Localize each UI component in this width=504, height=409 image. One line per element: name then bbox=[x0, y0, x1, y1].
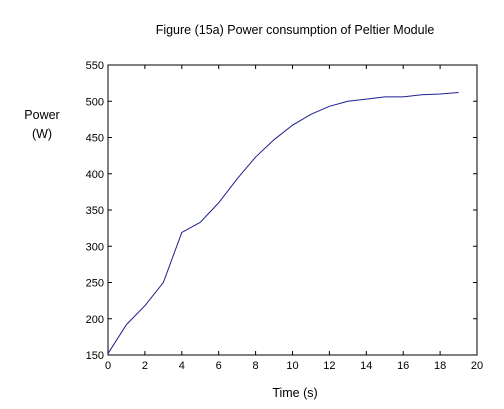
y-tick-label: 350 bbox=[86, 205, 104, 217]
y-tick-label: 450 bbox=[86, 133, 104, 145]
x-tick-label: 8 bbox=[253, 360, 259, 372]
x-tick-label: 6 bbox=[216, 360, 222, 372]
y-tick-label: 150 bbox=[86, 350, 104, 362]
y-tick-label: 300 bbox=[86, 241, 104, 253]
x-tick-label: 20 bbox=[471, 360, 483, 372]
x-tick-label: 14 bbox=[360, 360, 372, 372]
y-tick-label: 500 bbox=[86, 96, 104, 108]
power-series-line bbox=[107, 92, 459, 354]
x-tick-label: 16 bbox=[397, 360, 409, 372]
x-tick-label: 4 bbox=[179, 360, 185, 372]
x-tick-label: 2 bbox=[142, 360, 148, 372]
x-tick-label: 18 bbox=[434, 360, 446, 372]
axis-ticks: 0 2 4 6 8 10 12 14 16 18 20 150 200 250 300 350 400 450 50… bbox=[86, 60, 483, 372]
x-tick-label: 0 bbox=[105, 360, 111, 372]
y-tick-label: 400 bbox=[86, 169, 104, 181]
y-tick-label: 250 bbox=[86, 278, 104, 290]
y-tick-label: 200 bbox=[86, 314, 104, 326]
x-tick-label: 12 bbox=[323, 360, 335, 372]
y-tick-label: 550 bbox=[86, 60, 104, 72]
y-axis-label-line-1: Power bbox=[24, 108, 59, 122]
x-axis-label: Time (s) bbox=[272, 386, 317, 400]
plot-frame bbox=[107, 64, 478, 356]
x-tick-label: 10 bbox=[286, 360, 298, 372]
y-axis-label-line-2: (W) bbox=[32, 127, 52, 141]
chart-title: Figure (15a) Power consumption of Peltie… bbox=[156, 23, 435, 37]
